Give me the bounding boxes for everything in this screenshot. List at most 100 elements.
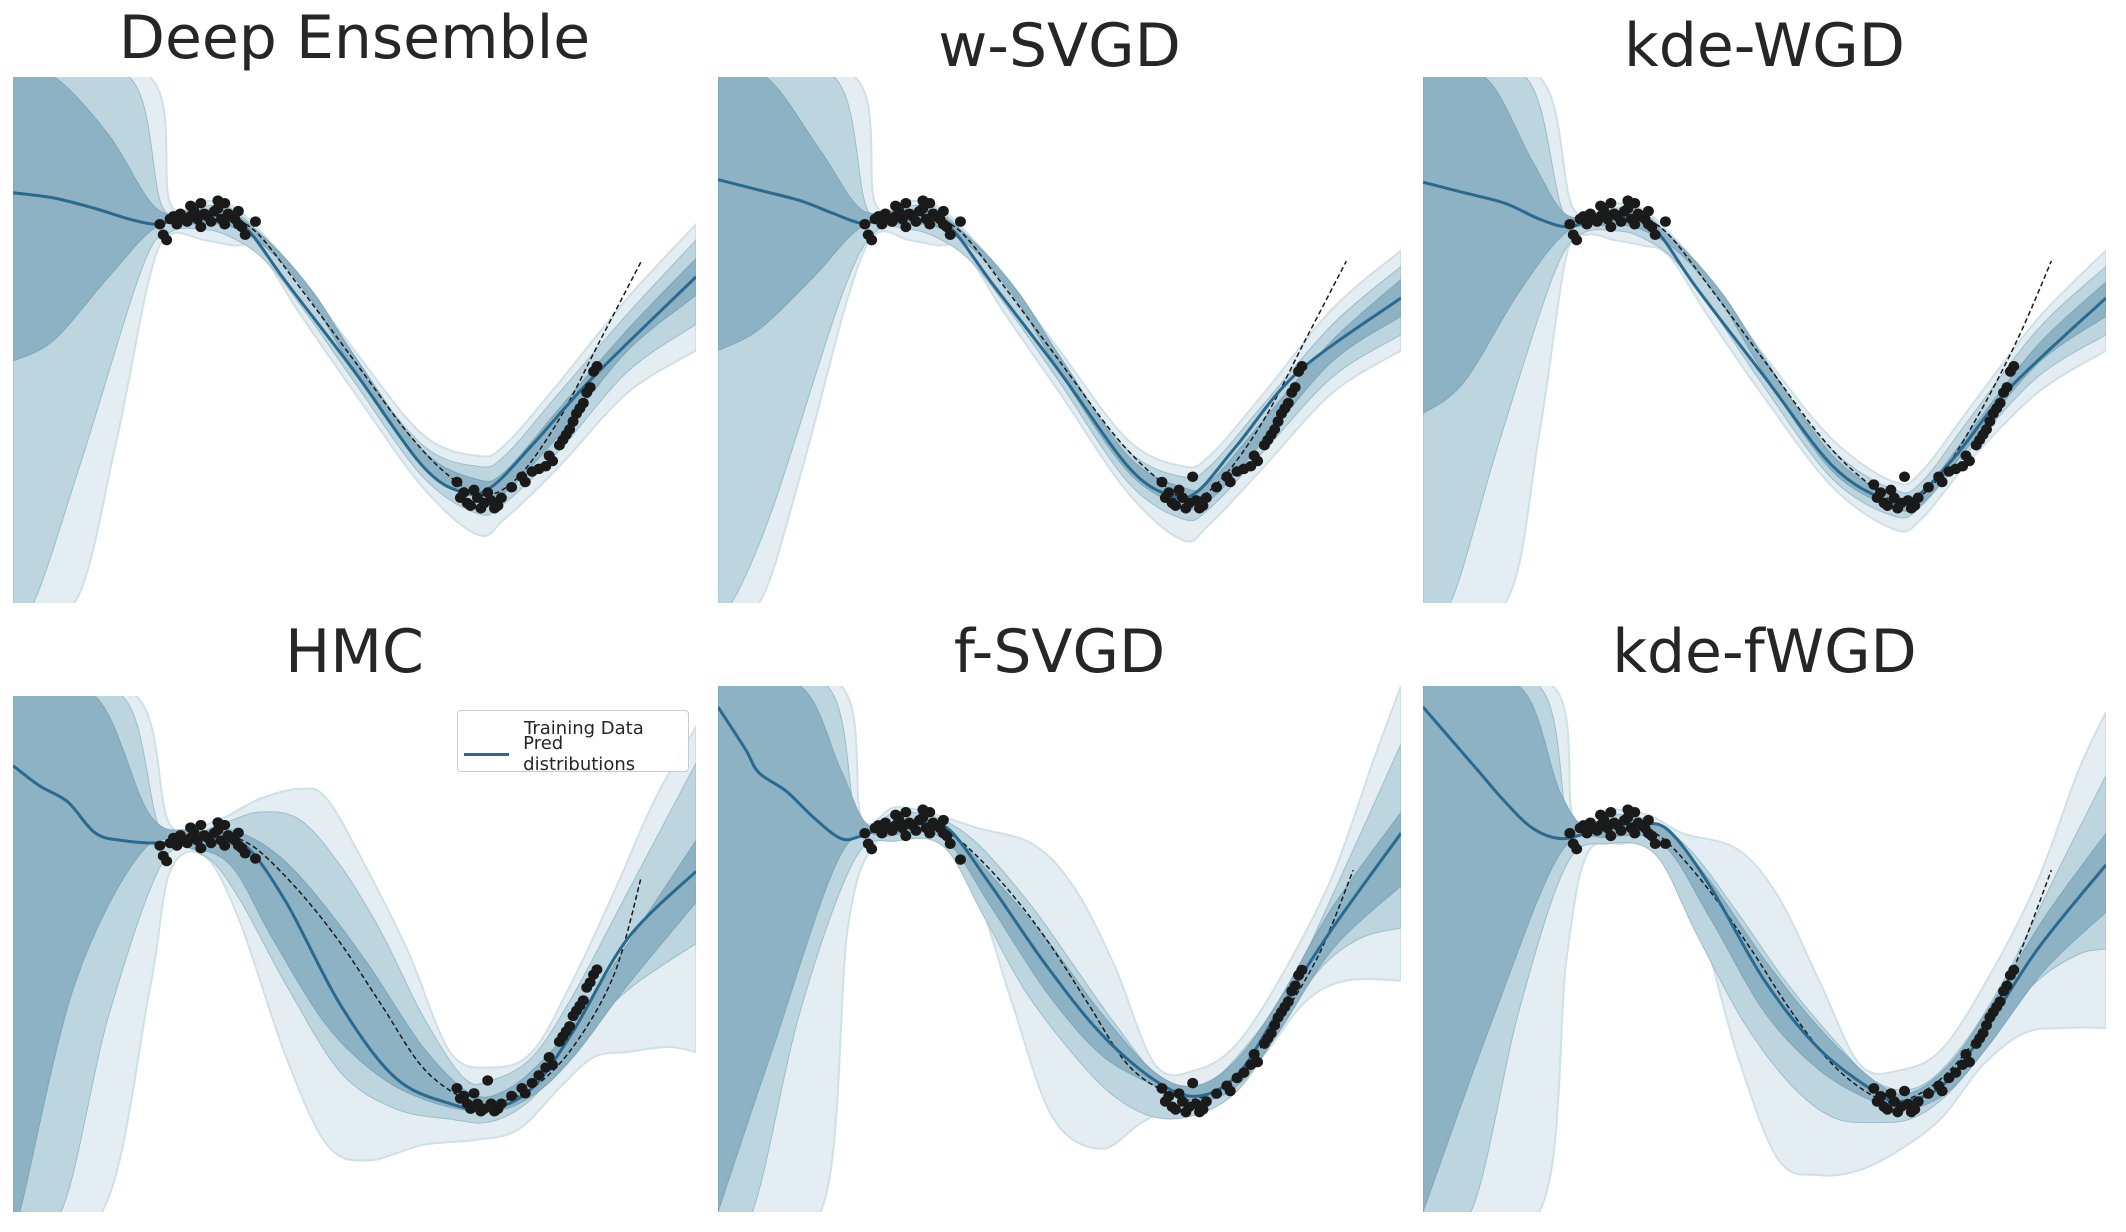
data-point [1615,216,1627,227]
data-point [519,1088,531,1099]
data-point [1605,830,1617,842]
data-point [1936,1085,1948,1097]
data-point [1899,471,1910,483]
data-point [1248,1048,1260,1060]
panel-title: kde-fWGD [1612,617,1917,687]
data-point [1868,1083,1880,1094]
data-point [1289,382,1301,393]
data-point [482,1075,494,1086]
data-point [1649,838,1661,850]
data-point [219,840,231,851]
data-point [1922,1088,1934,1099]
legend-label: Pred distributions [523,733,636,775]
data-point [1909,1104,1921,1115]
panel-title: HMC [285,617,424,687]
data-point [185,822,197,833]
data-point [219,819,231,831]
data-point [482,487,494,498]
data-point [1875,1091,1887,1102]
data-point [1629,219,1641,230]
data-point [1646,221,1658,233]
data-point [195,819,207,831]
data-point [1289,980,1301,992]
data-point [1211,1088,1223,1099]
data-point [219,219,231,230]
data-point [1963,1056,1975,1068]
data-point [161,855,173,867]
data-point [1296,964,1308,976]
data-point [239,229,251,241]
data-point [1615,825,1627,836]
data-point [1881,500,1893,511]
chart-svg [13,77,696,603]
training-points [1564,804,2020,1118]
data-point [591,361,603,372]
data-point [1200,492,1212,504]
chart-svg [1423,686,2106,1212]
data-point [506,1090,518,1102]
data-point [1994,996,2006,1007]
data-point [584,977,596,988]
plot-area [718,686,1401,1212]
data-point [2008,964,2020,976]
data-point [900,806,912,818]
plot-area [718,77,1401,603]
data-point [495,1098,507,1109]
data-point [1642,205,1654,217]
mean-prediction-line [13,193,696,495]
data-point [900,830,912,842]
data-point [1963,455,1975,467]
panel-title: f-SVGD [953,617,1166,687]
training-points [859,804,1308,1118]
data-point [1646,830,1658,842]
data-point [533,1070,545,1081]
data-point [250,853,261,864]
data-point [1170,500,1182,511]
data-point [1187,1077,1199,1089]
data-point [1200,1096,1212,1107]
data-point [185,200,197,212]
data-point [506,482,518,493]
legend-label: Training Data [524,717,644,739]
data-point [205,216,217,227]
true-function-line [232,835,642,1104]
data-point [1272,416,1284,427]
panel-title: kde-WGD [1624,11,1905,81]
chart-svg [718,77,1401,603]
data-point [154,840,166,851]
data-point [451,1083,463,1094]
data-point [519,476,531,488]
data-point [1238,1067,1250,1078]
data-point [1595,200,1607,212]
data-point [219,197,231,209]
data-point [941,830,953,842]
data-point [577,995,589,1006]
data-point [1629,197,1641,209]
data-point [2001,980,2013,992]
data-point [955,216,966,227]
data-point [468,484,480,496]
legend-item-pred-distributions: Pred distributions [464,733,678,775]
data-point [1173,484,1185,496]
data-point [1981,424,1992,435]
data-point [195,843,207,854]
data-point [1156,1083,1168,1094]
data-point [937,205,949,217]
chart-svg [718,686,1401,1212]
data-point [1269,424,1281,435]
data-point [547,455,559,467]
data-point [1170,1104,1182,1115]
data-point [924,828,936,839]
data-point [1224,476,1236,488]
data-point [526,1077,538,1089]
data-point [1605,197,1617,209]
data-point [195,221,207,233]
data-point [468,1088,480,1099]
data-point [236,221,248,233]
data-point [859,219,871,230]
training-points [154,195,603,514]
data-point [161,234,173,246]
plot-area [13,77,696,603]
data-point [1252,1056,1264,1068]
data-point [1885,1088,1897,1099]
